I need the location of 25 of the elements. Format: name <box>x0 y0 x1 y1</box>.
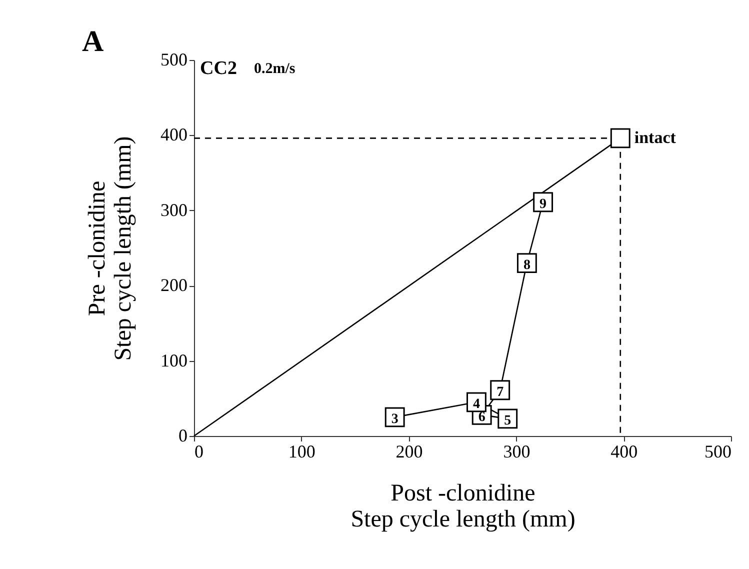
y-tick-label: 100 <box>160 350 188 370</box>
annotation: 5 <box>504 414 512 429</box>
y-axis-title: Pre -clonidine Step cycle length (mm) <box>84 136 136 361</box>
annotation: 3 <box>391 412 398 428</box>
x-tick-label: 500 <box>704 442 732 462</box>
y-tick-label: 0 <box>178 426 188 446</box>
x-tick-label: 400 <box>610 442 638 462</box>
x-axis-title: Post -clonidine Step cycle length (mm) <box>350 480 576 532</box>
y-tick-label: 200 <box>160 275 188 296</box>
chart-subtitle: 0.2m/s <box>254 61 296 77</box>
annotation: intact <box>634 128 676 148</box>
x-tick-label: 0 <box>194 442 204 462</box>
annotation: 9 <box>540 197 547 212</box>
chart-title: CC2 <box>200 58 237 79</box>
y-tick-label: 400 <box>160 124 188 145</box>
annotation: 6 <box>478 410 486 425</box>
text: A <box>82 25 104 58</box>
x-tick-label: 300 <box>503 442 530 462</box>
x-tick-label: 100 <box>288 442 316 462</box>
annotation: 8 <box>523 258 530 274</box>
y-tick-label: 500 <box>160 50 188 70</box>
x-tick-label: 200 <box>396 442 423 462</box>
y-tick-label: 300 <box>160 200 188 220</box>
annotation: 7 <box>496 385 504 400</box>
annotation: 4 <box>472 397 480 412</box>
